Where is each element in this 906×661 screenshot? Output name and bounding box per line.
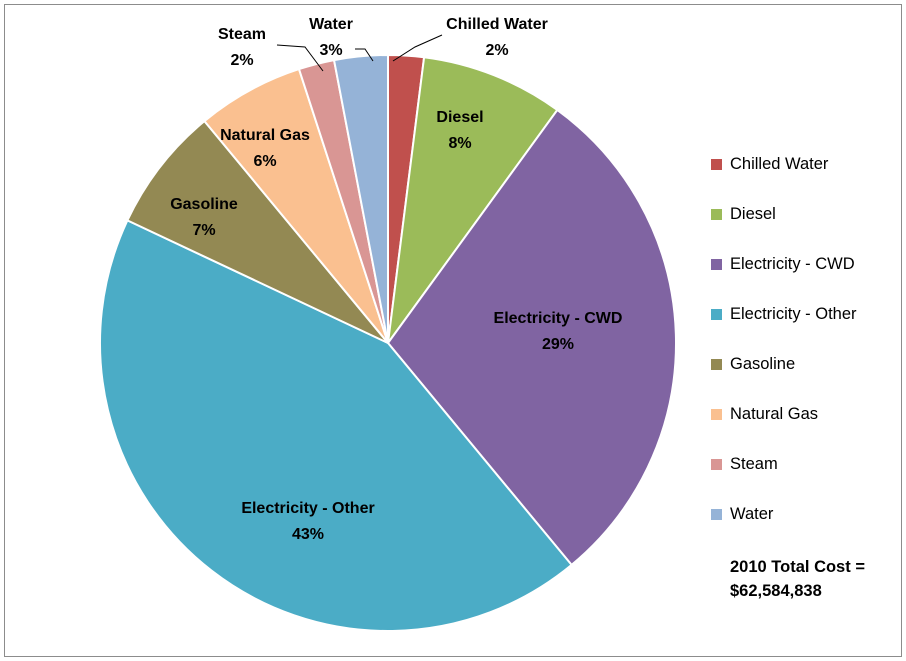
legend-swatch: [711, 209, 722, 220]
pie-slices: [99, 53, 677, 632]
legend-swatch: [711, 159, 722, 170]
legend-swatch: [711, 259, 722, 270]
legend-item-gasoline: Gasoline: [711, 353, 901, 403]
legend-swatch: [711, 409, 722, 420]
slice-percent-water: 3%: [319, 42, 342, 59]
pie-slice-gasoline: [126, 119, 389, 344]
pie-slice-electricity-other: [99, 219, 573, 632]
legend-label: Electricity - CWD: [730, 255, 855, 273]
slice-label-electricity-other: Electricity - Other: [241, 500, 374, 517]
leader-line-chilled-water: [392, 34, 443, 62]
slice-label-natural-gas: Natural Gas: [220, 127, 310, 144]
slice-percent-natural-gas: 6%: [253, 153, 276, 170]
legend-item-steam: Steam: [711, 453, 901, 503]
leader-lines: [276, 34, 443, 72]
legend-label: Electricity - Other: [730, 305, 857, 323]
legend-item-water: Water: [711, 503, 901, 553]
slice-label-electricity-cwd: Electricity - CWD: [494, 310, 623, 327]
legend-item-chilled-water: Chilled Water: [711, 153, 901, 203]
slice-percent-electricity-other: 43%: [292, 526, 324, 543]
slice-label-steam: Steam: [218, 26, 266, 43]
pie-slice-water: [332, 53, 389, 344]
legend: Chilled Water Diesel Electricity - CWD E…: [711, 153, 901, 553]
total-cost-value: $62,584,838: [730, 582, 822, 600]
legend-swatch: [711, 509, 722, 520]
legend-swatch: [711, 359, 722, 370]
slice-percent-chilled-water: 2%: [485, 42, 508, 59]
total-cost-annotation: 2010 Total Cost = $62,584,838: [730, 555, 865, 603]
slice-label-water: Water: [309, 16, 353, 33]
slice-percent-gasoline: 7%: [192, 222, 215, 239]
legend-item-electricity-other: Electricity - Other: [711, 303, 901, 353]
pie-slice-diesel: [387, 56, 559, 344]
legend-swatch: [711, 309, 722, 320]
slice-labels: Chilled Water 2% Diesel 8% Electricity - CWD…: [170, 16, 622, 543]
leader-line-steam: [276, 44, 324, 72]
slice-percent-diesel: 8%: [448, 135, 471, 152]
leader-line-water: [355, 48, 374, 62]
legend-item-diesel: Diesel: [711, 203, 901, 253]
legend-label: Natural Gas: [730, 405, 819, 423]
legend-item-electricity-cwd: Electricity - CWD: [711, 253, 901, 303]
slice-percent-steam: 2%: [230, 52, 253, 69]
pie-chart: Chilled Water 2% Diesel 8% Electricity - CWD…: [99, 16, 677, 632]
legend-swatch: [711, 459, 722, 470]
slice-label-diesel: Diesel: [436, 109, 483, 126]
pie-slice-electricity-cwd: [386, 108, 677, 567]
total-cost-label: 2010 Total Cost =: [730, 558, 865, 576]
legend-label: Water: [730, 505, 774, 523]
legend-item-natural-gas: Natural Gas: [711, 403, 901, 453]
slice-label-gasoline: Gasoline: [170, 196, 238, 213]
slice-percent-electricity-cwd: 29%: [542, 336, 574, 353]
legend-label: Steam: [730, 455, 778, 473]
slice-label-chilled-water: Chilled Water: [446, 16, 548, 33]
chart-frame: Chilled Water 2% Diesel 8% Electricity - CWD…: [4, 4, 902, 657]
legend-label: Chilled Water: [730, 155, 829, 173]
legend-label: Diesel: [730, 205, 776, 223]
legend-label: Gasoline: [730, 355, 796, 373]
